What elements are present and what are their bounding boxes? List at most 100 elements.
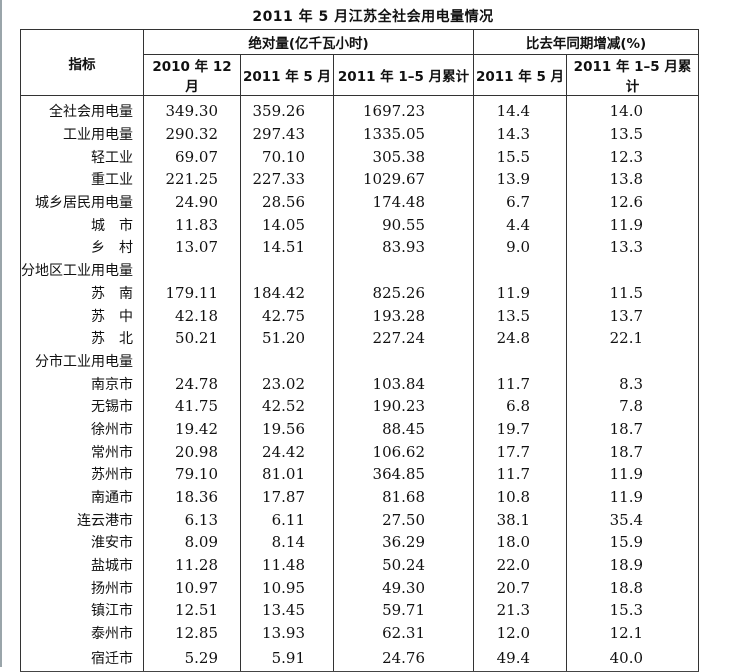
table-cell: 83.93 [332, 236, 475, 259]
table-cell: 15.3 [566, 599, 700, 622]
header-change: 比去年同期增减(%) [473, 29, 700, 55]
table-cell: 1697.23 [332, 95, 475, 123]
table-cell: 8.14 [240, 531, 334, 554]
table-cell: 13.93 [240, 621, 334, 645]
table-row: 苏 南 179.11 184.42 825.26 11.9 11.5 [20, 281, 700, 305]
table-cell: 6.11 [240, 508, 334, 532]
table-cell [473, 349, 568, 373]
table-cell: 12.6 [566, 190, 700, 214]
table-cell: 12.51 [143, 599, 241, 622]
table-cell: 28.56 [240, 190, 334, 214]
table-row: 常州市 20.98 24.42 106.62 17.7 18.7 [20, 440, 700, 463]
table-cell: 103.84 [332, 372, 475, 395]
table-cell: 227.33 [240, 168, 334, 191]
table-cell: 8.09 [143, 531, 241, 554]
table-cell [332, 258, 475, 282]
table-cell: 40.0 [566, 644, 700, 672]
table-cell: 349.30 [143, 95, 241, 123]
table-cell: 24.8 [473, 326, 568, 350]
table-cell: 13.5 [566, 122, 700, 146]
table-row: 分地区工业用电量 [20, 258, 700, 282]
table-cell: 825.26 [332, 281, 475, 305]
table-cell: 27.50 [332, 508, 475, 532]
table-cell: 1029.67 [332, 168, 475, 191]
table-cell: 179.11 [143, 281, 241, 305]
table-cell: 79.10 [143, 463, 241, 486]
table-row: 无锡市 41.75 42.52 190.23 6.8 7.8 [20, 394, 700, 418]
row-label: 城乡居民用电量 [20, 190, 144, 214]
row-label: 苏州市 [20, 463, 144, 486]
table-cell: 10.8 [473, 485, 568, 509]
table-cell: 364.85 [332, 463, 475, 486]
table-cell: 10.97 [143, 576, 241, 600]
table-row: 苏 北 50.21 51.20 227.24 24.8 22.1 [20, 326, 700, 350]
table-cell: 36.29 [332, 531, 475, 554]
row-label: 乡 村 [20, 236, 144, 259]
table-cell [240, 258, 334, 282]
table-row: 城乡居民用电量 24.90 28.56 174.48 6.7 12.6 [20, 190, 700, 214]
table-cell: 14.05 [240, 213, 334, 237]
table-cell: 14.0 [566, 95, 700, 123]
table-row: 重工业 221.25 227.33 1029.67 13.9 13.8 [20, 168, 700, 191]
table-row: 淮安市 8.09 8.14 36.29 18.0 15.9 [20, 531, 700, 554]
table-cell: 184.42 [240, 281, 334, 305]
column-header: 2011 年 1–5 月累计 [566, 54, 700, 96]
table-cell: 221.25 [143, 168, 241, 191]
table-row: 连云港市 6.13 6.11 27.50 38.1 35.4 [20, 508, 700, 532]
row-label: 扬州市 [20, 576, 144, 600]
table-cell: 24.76 [332, 644, 475, 672]
table-cell: 15.5 [473, 145, 568, 169]
table-cell: 51.20 [240, 326, 334, 350]
table-cell: 62.31 [332, 621, 475, 645]
table-cell: 359.26 [240, 95, 334, 123]
row-label: 工业用电量 [20, 122, 144, 146]
table-cell [240, 349, 334, 373]
row-label: 南通市 [20, 485, 144, 509]
header-absolute: 绝对量(亿千瓦小时) [142, 29, 475, 55]
table-cell: 12.3 [566, 145, 700, 169]
table-cell: 18.9 [566, 553, 700, 577]
table-cell: 106.62 [332, 440, 475, 463]
table-cell: 18.0 [473, 531, 568, 554]
page-edge [0, 0, 2, 667]
table-cell: 70.10 [240, 145, 334, 169]
column-header: 2011 年 1–5 月累计 [332, 54, 475, 96]
table-cell [143, 349, 241, 373]
table-row: 轻工业 69.07 70.10 305.38 15.5 12.3 [20, 145, 700, 169]
row-label: 徐州市 [20, 417, 144, 441]
table-cell: 18.7 [566, 440, 700, 463]
table-cell: 49.4 [473, 644, 568, 672]
table-cell: 305.38 [332, 145, 475, 169]
table-title: 2011 年 5 月江苏全社会用电量情况 [252, 9, 494, 25]
table-cell: 24.42 [240, 440, 334, 463]
table-cell: 88.45 [332, 417, 475, 441]
row-label: 连云港市 [20, 508, 144, 532]
table-cell: 11.9 [566, 213, 700, 237]
table-cell: 42.18 [143, 304, 241, 327]
table-cell: 20.98 [143, 440, 241, 463]
table-cell: 7.8 [566, 394, 700, 418]
table-cell: 22.1 [566, 326, 700, 350]
table-cell: 38.1 [473, 508, 568, 532]
table-cell: 4.4 [473, 213, 568, 237]
table-row: 扬州市 10.97 10.95 49.30 20.7 18.8 [20, 576, 700, 600]
row-label: 分市工业用电量 [20, 349, 144, 373]
table-cell: 81.01 [240, 463, 334, 486]
table-cell: 19.56 [240, 417, 334, 441]
table-cell: 22.0 [473, 553, 568, 577]
row-label: 宿迁市 [20, 644, 144, 672]
row-label: 南京市 [20, 372, 144, 395]
table-cell: 17.7 [473, 440, 568, 463]
table-cell: 297.43 [240, 122, 334, 146]
table-cell [332, 349, 475, 373]
table-cell: 11.83 [143, 213, 241, 237]
column-header: 2011 年 5 月 [473, 54, 568, 96]
row-label: 镇江市 [20, 599, 144, 622]
row-label: 轻工业 [20, 145, 144, 169]
row-label: 泰州市 [20, 621, 144, 645]
table-cell: 12.0 [473, 621, 568, 645]
table-row: 苏 中 42.18 42.75 193.28 13.5 13.7 [20, 304, 700, 327]
table-cell: 6.7 [473, 190, 568, 214]
table-cell: 49.30 [332, 576, 475, 600]
column-header: 2010 年 12 月 [143, 54, 241, 96]
